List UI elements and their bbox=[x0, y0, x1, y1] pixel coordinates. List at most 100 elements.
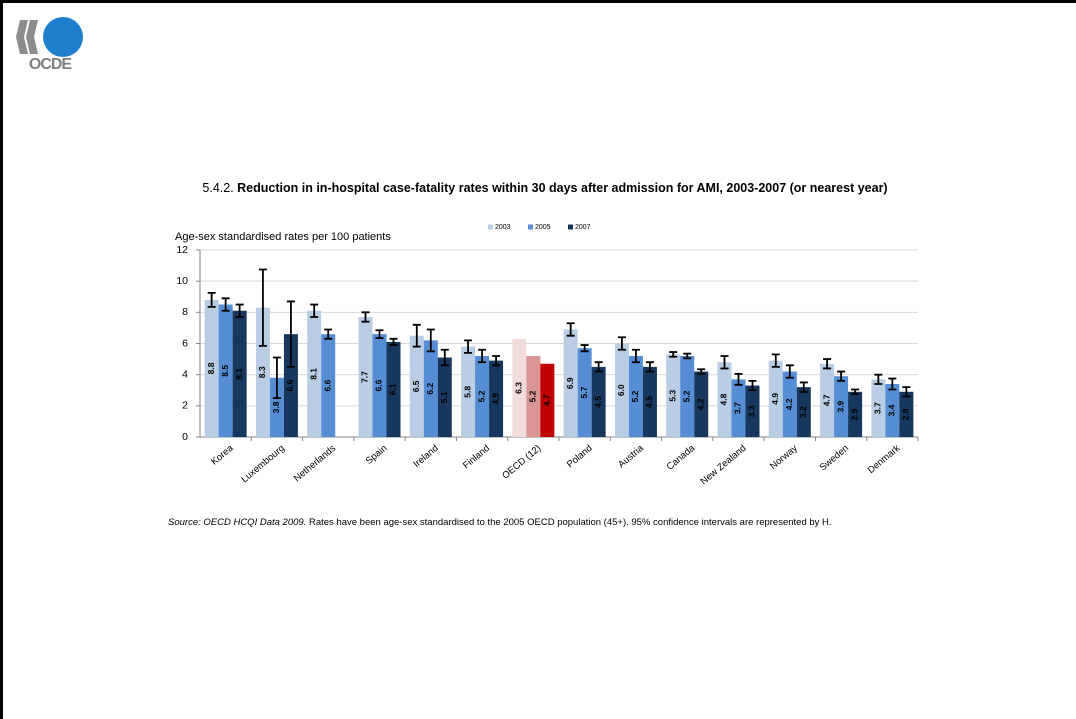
data-label: 8.8 bbox=[206, 362, 216, 374]
error-bar bbox=[734, 372, 743, 386]
error-bar bbox=[207, 291, 216, 308]
error-bar bbox=[683, 352, 692, 360]
bar bbox=[409, 335, 424, 437]
data-label: 8.1 bbox=[234, 368, 244, 380]
logo: OCDE bbox=[16, 17, 83, 73]
bar bbox=[437, 357, 452, 437]
data-label: 8.1 bbox=[308, 368, 318, 380]
data-label: 3.7 bbox=[873, 402, 883, 414]
x-tick-label: Norway bbox=[768, 443, 800, 472]
y-tick-label: 10 bbox=[176, 275, 188, 287]
data-label: 5.3 bbox=[667, 390, 677, 402]
data-label: 6.5 bbox=[411, 380, 421, 392]
bar bbox=[628, 355, 643, 437]
error-bar bbox=[851, 388, 860, 396]
error-bar bbox=[748, 380, 757, 392]
data-label: 3.8 bbox=[271, 401, 281, 413]
y-tick-label: 12 bbox=[176, 244, 188, 256]
error-bar bbox=[464, 339, 473, 354]
data-label: 4.8 bbox=[719, 393, 729, 405]
x-tick-label: Austria bbox=[616, 442, 646, 470]
error-bar bbox=[720, 355, 729, 370]
y-tick-label: 2 bbox=[182, 400, 188, 412]
bar bbox=[358, 317, 373, 437]
logo-mark bbox=[16, 20, 38, 54]
bar bbox=[820, 363, 835, 437]
data-label: 8.3 bbox=[257, 366, 267, 378]
y-tick-label: 6 bbox=[182, 337, 188, 349]
data-label: 6.0 bbox=[616, 384, 626, 396]
bar bbox=[768, 360, 783, 437]
error-bar bbox=[324, 328, 333, 340]
bar bbox=[666, 354, 681, 437]
data-label: 3.4 bbox=[887, 404, 897, 416]
data-label: 6.3 bbox=[514, 382, 524, 394]
error-bar bbox=[594, 361, 603, 373]
logo-globe bbox=[43, 17, 83, 57]
x-tick-label: Canada bbox=[665, 442, 698, 472]
bar bbox=[512, 338, 527, 437]
x-tick-label: Sweden bbox=[818, 443, 851, 474]
data-label: 6.6 bbox=[322, 379, 332, 391]
data-label: 3.9 bbox=[835, 400, 845, 412]
source-note: Source: OECD HCQI Data 2009. Rates have … bbox=[168, 516, 928, 529]
logo-text: OCDE bbox=[29, 56, 73, 73]
error-bar bbox=[669, 351, 678, 358]
data-label: 3.3 bbox=[747, 405, 757, 417]
title-number: 5.4.2. bbox=[202, 181, 234, 195]
bar bbox=[307, 310, 322, 437]
bar bbox=[540, 363, 555, 437]
bar bbox=[321, 334, 336, 437]
error-bar bbox=[272, 356, 281, 399]
data-label: 4.9 bbox=[490, 393, 500, 405]
bar bbox=[885, 384, 900, 437]
bar bbox=[475, 355, 490, 437]
data-label: 5.7 bbox=[579, 386, 589, 398]
bar bbox=[834, 376, 849, 437]
bar bbox=[796, 387, 811, 437]
legend-swatch bbox=[568, 224, 573, 230]
error-bar bbox=[426, 328, 435, 353]
bar bbox=[745, 385, 760, 437]
bar bbox=[563, 329, 578, 437]
y-axis-label: Age-sex standardised rates per 100 patie… bbox=[175, 231, 391, 243]
data-label: 4.5 bbox=[644, 396, 654, 408]
bar bbox=[680, 355, 695, 437]
error-bar bbox=[645, 361, 654, 373]
error-bar bbox=[440, 348, 449, 367]
bar bbox=[526, 355, 541, 437]
data-label: 5.2 bbox=[681, 390, 691, 402]
bar bbox=[283, 334, 298, 437]
bar bbox=[577, 348, 592, 437]
error-bar bbox=[492, 355, 501, 367]
legend-swatch bbox=[488, 224, 493, 230]
x-tick-label: Ireland bbox=[411, 443, 440, 470]
error-bar bbox=[580, 344, 589, 353]
legend-label: 2007 bbox=[575, 224, 591, 231]
y-tick-label: 0 bbox=[182, 431, 188, 443]
x-tick-label: Poland bbox=[565, 443, 595, 470]
bar bbox=[591, 366, 606, 437]
x-tick-label: Denmark bbox=[866, 443, 903, 476]
error-bar bbox=[902, 386, 911, 398]
source-italic: Source: OECD HCQI Data 2009. bbox=[168, 517, 307, 528]
data-label: 5.2 bbox=[528, 390, 538, 402]
data-label: 4.5 bbox=[593, 396, 603, 408]
chart-title: 5.4.2. Reduction in in-hospital case-fat… bbox=[180, 181, 910, 196]
x-tick-label: OECD (12) bbox=[500, 443, 543, 482]
error-bar bbox=[837, 370, 846, 382]
y-tick-label: 8 bbox=[182, 306, 188, 318]
error-bar bbox=[771, 353, 780, 368]
data-label: 4.2 bbox=[784, 398, 794, 410]
error-bar bbox=[258, 268, 267, 347]
data-label: 3.2 bbox=[798, 406, 808, 418]
bar bbox=[423, 340, 438, 437]
bar bbox=[899, 391, 914, 437]
bar bbox=[782, 371, 797, 437]
error-bar bbox=[412, 323, 421, 348]
error-bar bbox=[389, 337, 398, 346]
error-bar bbox=[785, 364, 794, 379]
data-label: 2.9 bbox=[901, 408, 911, 420]
